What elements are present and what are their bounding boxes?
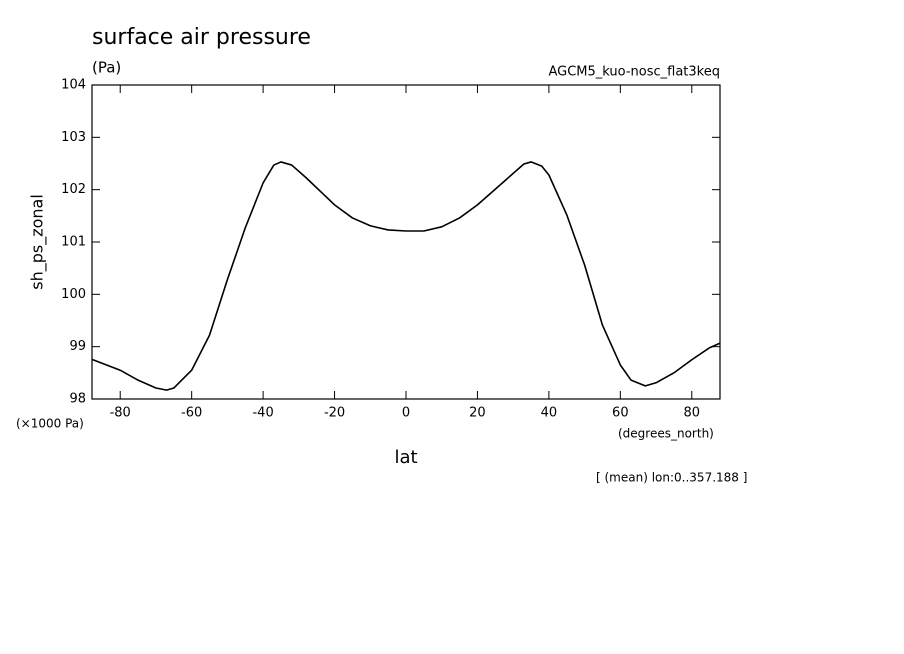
note: [ (mean) lon:0..357.188 ]	[596, 471, 747, 485]
x-tick-label: -60	[181, 406, 202, 421]
x-axis-unit: (degrees_north)	[618, 427, 714, 441]
x-tick-label: 20	[469, 406, 486, 421]
x-tick-label: 0	[402, 406, 410, 421]
chart-subtitle: (Pa)	[92, 59, 121, 77]
x-tick-label: -40	[252, 406, 273, 421]
y-tick-label: 104	[61, 78, 86, 93]
plot-frame	[91, 84, 721, 400]
x-axis-label: lat	[394, 447, 417, 468]
data-line	[91, 161, 721, 391]
y-tick-label: 98	[69, 392, 86, 407]
x-tick-label: 60	[612, 406, 629, 421]
y-tick-label: 100	[61, 287, 86, 302]
y-tick-label: 99	[69, 339, 86, 354]
chart-title: surface air pressure	[92, 25, 311, 50]
x-tick-label: 40	[541, 406, 558, 421]
annotation: AGCM5_kuo-nosc_flat3keq	[548, 65, 720, 80]
y-tick-label: 101	[61, 235, 86, 250]
x-tick-label: 80	[684, 406, 701, 421]
y-tick-label: 103	[61, 130, 86, 145]
y-axis-unit: (×1000 Pa)	[16, 417, 84, 431]
y-tick-label: 102	[61, 182, 86, 197]
x-tick-label: -80	[110, 406, 131, 421]
x-tick-label: -20	[324, 406, 345, 421]
y-axis-label: sh_ps_zonal	[28, 194, 48, 290]
